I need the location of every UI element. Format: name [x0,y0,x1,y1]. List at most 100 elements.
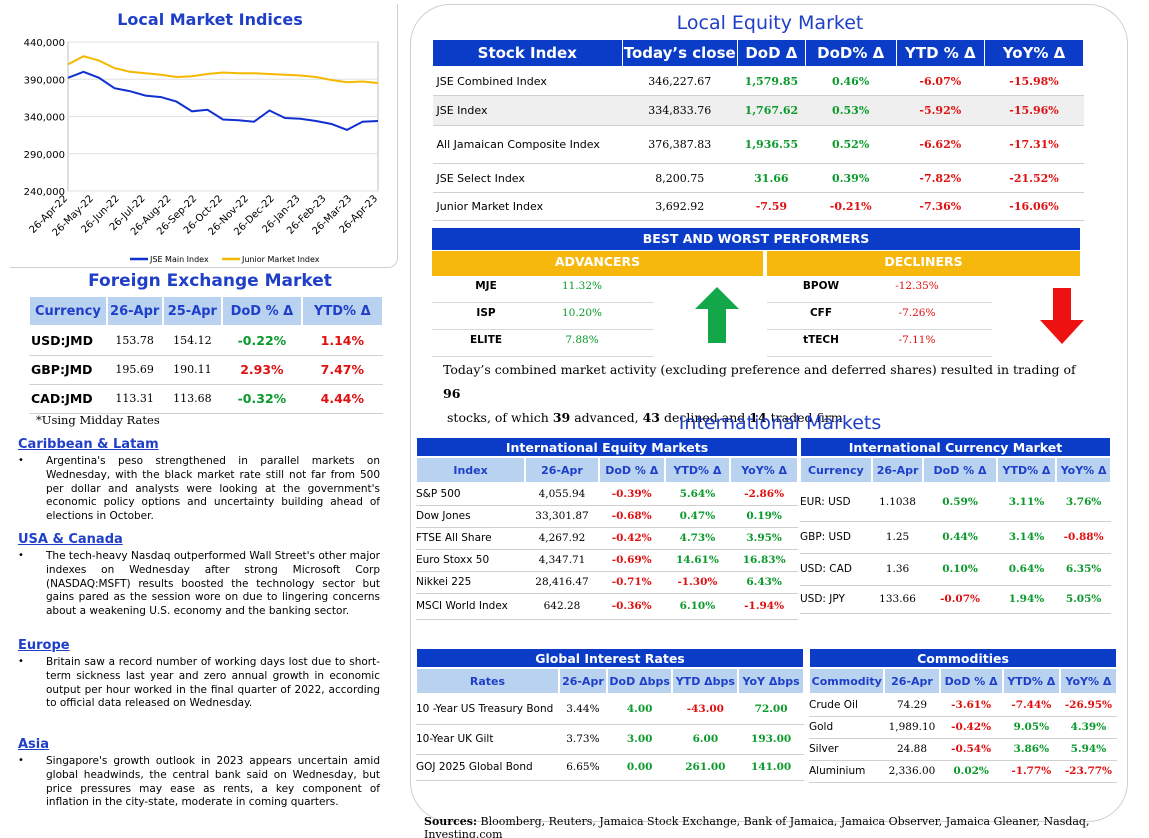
intl-currency-dod: -0.07% [923,585,997,614]
fx-dod: 2.93% [222,355,302,385]
local-indices-chart: 440,000390,000340,000290,000240,00026-Ap… [24,38,380,264]
decliners-bar: DECLINERS [767,251,1080,276]
sources-line: Sources: Bloomberg, Reuters, Jamaica Sto… [424,815,1090,838]
decliner-symbol: BPOW [802,280,840,292]
commodity-dod: 0.02% [939,760,1003,783]
news-heading[interactable]: USA & Canada [18,532,123,547]
fx-header-cell: 25-Apr [161,295,224,327]
decliner-pct: -12.35% [895,280,939,292]
commodity-header-cell: Commodity [807,667,886,695]
intl-currency-yoy: 3.76% [1056,483,1111,522]
local-equity-table: Stock Index Today’s close DoD Δ DoD% Δ YTD %… [432,39,1084,221]
intl-currency-header-cell: YoY% Δ [1055,456,1112,484]
up-arrow-icon [695,287,739,343]
commodity-row: Silver 24.88 -0.54% 3.86% 5.94% [809,738,1117,761]
intl-equity-row: Euro Stoxx 50 4,347.71 -0.69% 14.61% 16.83% [416,549,798,572]
decliner-pct: -7.11% [898,334,936,346]
equity-header-cell: YTD % Δ [895,39,986,67]
intl-equity-yoy: -1.94% [730,593,798,620]
commodity-row: Crude Oil 74.29 -3.61% -7.44% -26.95% [809,694,1117,717]
rate-row: 10 -Year US Treasury Bond 3.44% 4.00 -43.00… [416,694,804,725]
news-heading[interactable]: Asia [18,737,50,752]
intl-equity-value: 642.28 [525,593,599,620]
intl-currency-row: EUR: USD 1.1038 0.59% 3.11% 3.76% [800,483,1111,522]
intl-equity-dod: -0.42% [598,527,665,550]
market-summary: Today’s combined market activity (exclud… [443,362,1076,425]
commodity-header-cell: 26-Apr [883,667,941,695]
equity-header-cell: YoY% Δ [984,39,1084,67]
commodity-yoy: -23.77% [1059,760,1117,783]
intl-equity-value: 4,267.92 [525,527,599,550]
intl-equity-ytd: 4.73% [664,527,731,550]
rate-ytd: 261.00 [672,754,739,781]
intl-equity-header-cell: YoY% Δ [729,456,799,484]
fx-header-cell: YTD% Δ [300,295,385,327]
commodities-bar: Commodities [810,649,1116,668]
rate-name: 10-Year UK Gilt [416,724,559,755]
fx-note: *Using Midday Rates [36,413,160,427]
intl-currency-name: USD: JPY [800,585,872,614]
advancer-item: ELITE 7.88% [432,330,654,357]
intl-equity-dod: -0.69% [598,549,665,572]
y-tick-label: 390,000 [24,75,65,86]
equity-name: JSE Select Index [432,163,623,193]
fx-prev: 190.11 [162,355,223,385]
equity-title: Local Equity Market [676,12,864,34]
intl-currency-dod: 0.59% [923,483,997,522]
equity-ytd: -5.92% [896,95,985,126]
rate-yoy: 72.00 [738,694,804,725]
intl-currency-row: USD: CAD 1.36 0.10% 0.64% 6.35% [800,553,1111,586]
rate-header-cell: 26-Apr [557,667,608,695]
equity-yoy: -17.31% [984,125,1084,164]
intl-currency-ytd: 3.11% [996,483,1057,522]
rate-dod: 4.00 [606,694,673,725]
intl-currency-value: 1.1038 [871,483,924,522]
equity-dodp: -0.21% [805,192,896,221]
series-line [67,55,379,84]
fx-today: 153.78 [106,326,163,356]
fx-dod: -0.22% [222,326,302,356]
y-tick-label: 290,000 [24,150,65,161]
equity-close: 376,387.83 [622,125,738,164]
fx-ytd: 4.44% [301,384,383,414]
news-body-wrap: • Singapore's growth outlook in 2023 appe… [18,755,380,810]
bullet-icon: • [18,550,24,561]
intl-currency-yoy: 5.05% [1056,585,1111,614]
intl-equity-name: Nikkei 225 [416,571,526,594]
news-heading[interactable]: Caribbean & Latam [18,437,159,452]
rate-name: 10 -Year US Treasury Bond [416,694,559,725]
news-body: Argentina's peso strengthened in paralle… [46,455,380,523]
rate-row: 10-Year UK Gilt 3.73% 3.00 6.00 193.00 [416,724,804,755]
commodity-value: 74.29 [884,694,940,717]
intl-equity-row: MSCI World Index 642.28 -0.36% 6.10% -1.94% [416,593,798,620]
fx-currency: USD:JMD [29,326,107,356]
rate-value: 3.73% [558,724,607,755]
intl-currency-value: 1.25 [871,521,924,554]
bullet-icon: • [18,656,24,667]
intl-equity-row: FTSE All Share 4,267.92 -0.42% 4.73% 3.95% [416,527,798,550]
fx-row: USD:JMD 153.78 154.12 -0.22% 1.14% [29,326,383,356]
intl-equity-yoy: 0.19% [730,505,798,528]
decliner-pct: -7.26% [898,307,936,319]
fx-header-cell: DoD % Δ [221,295,303,327]
fx-header-cell: Currency [28,295,108,327]
intl-equity-ytd: 0.47% [664,505,731,528]
intl-equity-dod: -0.71% [598,571,665,594]
intl-equity-row: Nikkei 225 28,416.47 -0.71% -1.30% 6.43% [416,571,798,594]
news-heading[interactable]: Europe [18,638,70,653]
rate-header-cell: YoY Δbps [737,667,805,695]
intl-equity-dod: -0.68% [598,505,665,528]
intl-equity-name: MSCI World Index [416,593,526,620]
equity-dod: 1,936.55 [737,125,806,164]
equity-yoy: -15.98% [984,66,1084,96]
intl-equity-yoy: -2.86% [730,483,798,506]
bullet-icon: • [18,755,24,766]
news-item: Asia • Singapore's growth outlook in 2023 … [18,737,380,810]
news-body-wrap: • Argentina's peso strengthened in parall… [18,455,380,524]
rate-row: GOJ 2025 Global Bond 6.65% 0.00 261.00 141.0… [416,754,804,781]
intl-currency-dod: 0.44% [923,521,997,554]
commodity-ytd: -1.77% [1002,760,1060,783]
intl-currency-header-cell: YTD% Δ [995,456,1058,484]
commodity-name: Aluminium [809,760,885,783]
right-frame [410,4,1128,822]
